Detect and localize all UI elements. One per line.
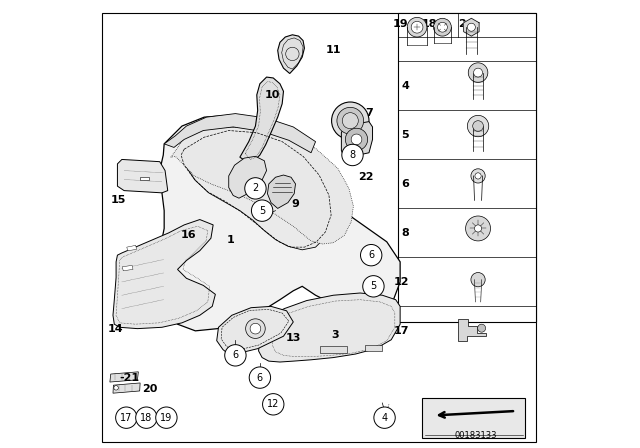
Text: 6: 6 — [232, 350, 239, 360]
Polygon shape — [259, 293, 400, 362]
Polygon shape — [341, 121, 372, 158]
Text: 6: 6 — [257, 373, 263, 383]
Circle shape — [438, 22, 447, 32]
Text: 4: 4 — [381, 413, 388, 422]
Text: 4: 4 — [401, 81, 409, 91]
Text: 19: 19 — [392, 19, 408, 29]
Circle shape — [471, 272, 485, 287]
Text: 5: 5 — [371, 281, 376, 291]
Circle shape — [346, 128, 367, 151]
Text: 17: 17 — [394, 326, 409, 336]
Polygon shape — [113, 383, 140, 393]
Circle shape — [342, 113, 358, 129]
Circle shape — [252, 200, 273, 221]
Text: 8: 8 — [349, 150, 356, 160]
Polygon shape — [157, 115, 400, 331]
Circle shape — [244, 178, 266, 199]
Circle shape — [467, 23, 476, 31]
Text: 1: 1 — [227, 235, 235, 245]
Text: 5: 5 — [401, 130, 409, 140]
Polygon shape — [228, 156, 267, 198]
Text: 13: 13 — [285, 332, 301, 343]
Polygon shape — [110, 372, 138, 382]
Text: 3: 3 — [332, 330, 339, 340]
Polygon shape — [463, 18, 479, 36]
Circle shape — [363, 276, 384, 297]
Text: 9: 9 — [292, 199, 300, 209]
Polygon shape — [458, 319, 486, 340]
Polygon shape — [422, 398, 525, 438]
Polygon shape — [398, 13, 536, 322]
Circle shape — [337, 108, 364, 134]
Circle shape — [468, 63, 488, 82]
Text: 8: 8 — [401, 228, 409, 238]
Circle shape — [114, 386, 118, 390]
Circle shape — [360, 245, 382, 266]
Polygon shape — [171, 127, 353, 244]
Circle shape — [136, 407, 157, 428]
Circle shape — [351, 134, 362, 145]
Polygon shape — [217, 306, 293, 355]
Text: 17: 17 — [120, 413, 132, 422]
Text: 6: 6 — [401, 179, 409, 189]
Text: 15: 15 — [111, 194, 127, 205]
Text: -21: -21 — [120, 373, 140, 383]
Polygon shape — [140, 177, 148, 181]
Circle shape — [411, 22, 423, 33]
Polygon shape — [113, 220, 216, 329]
Polygon shape — [320, 346, 347, 353]
Polygon shape — [102, 13, 536, 442]
Circle shape — [156, 407, 177, 428]
Text: 19: 19 — [160, 413, 173, 422]
Circle shape — [465, 216, 490, 241]
Text: 12: 12 — [394, 277, 409, 287]
Circle shape — [250, 323, 260, 334]
Text: 00183133: 00183133 — [454, 431, 497, 440]
Text: 18: 18 — [140, 413, 152, 422]
Circle shape — [246, 319, 265, 338]
Circle shape — [474, 225, 482, 232]
Circle shape — [474, 68, 483, 77]
Circle shape — [433, 18, 451, 36]
Circle shape — [477, 324, 486, 332]
Text: 14: 14 — [108, 323, 123, 334]
Circle shape — [249, 367, 271, 388]
Text: 5: 5 — [259, 206, 265, 215]
Circle shape — [342, 144, 363, 166]
Circle shape — [475, 173, 481, 179]
Text: 2: 2 — [458, 19, 466, 29]
Circle shape — [262, 394, 284, 415]
Text: 22: 22 — [358, 172, 373, 182]
Text: 18: 18 — [422, 19, 437, 29]
Polygon shape — [268, 175, 296, 208]
Text: 6: 6 — [368, 250, 374, 260]
Circle shape — [225, 345, 246, 366]
Text: 20: 20 — [142, 384, 157, 394]
Text: 12: 12 — [267, 399, 280, 409]
Circle shape — [116, 407, 137, 428]
Polygon shape — [365, 345, 382, 351]
Circle shape — [473, 121, 483, 131]
Text: 16: 16 — [181, 230, 196, 240]
Text: 10: 10 — [264, 90, 280, 100]
Circle shape — [407, 17, 427, 37]
Circle shape — [471, 169, 485, 183]
Polygon shape — [240, 77, 284, 162]
Circle shape — [467, 116, 489, 137]
Polygon shape — [278, 35, 305, 73]
Circle shape — [332, 102, 369, 139]
Polygon shape — [117, 159, 168, 193]
Text: 2: 2 — [252, 183, 259, 194]
Polygon shape — [181, 127, 331, 250]
Text: 11: 11 — [326, 45, 341, 56]
Polygon shape — [164, 114, 316, 153]
Text: 7: 7 — [365, 108, 373, 118]
Polygon shape — [127, 246, 136, 251]
Polygon shape — [122, 265, 133, 271]
Circle shape — [374, 407, 396, 428]
